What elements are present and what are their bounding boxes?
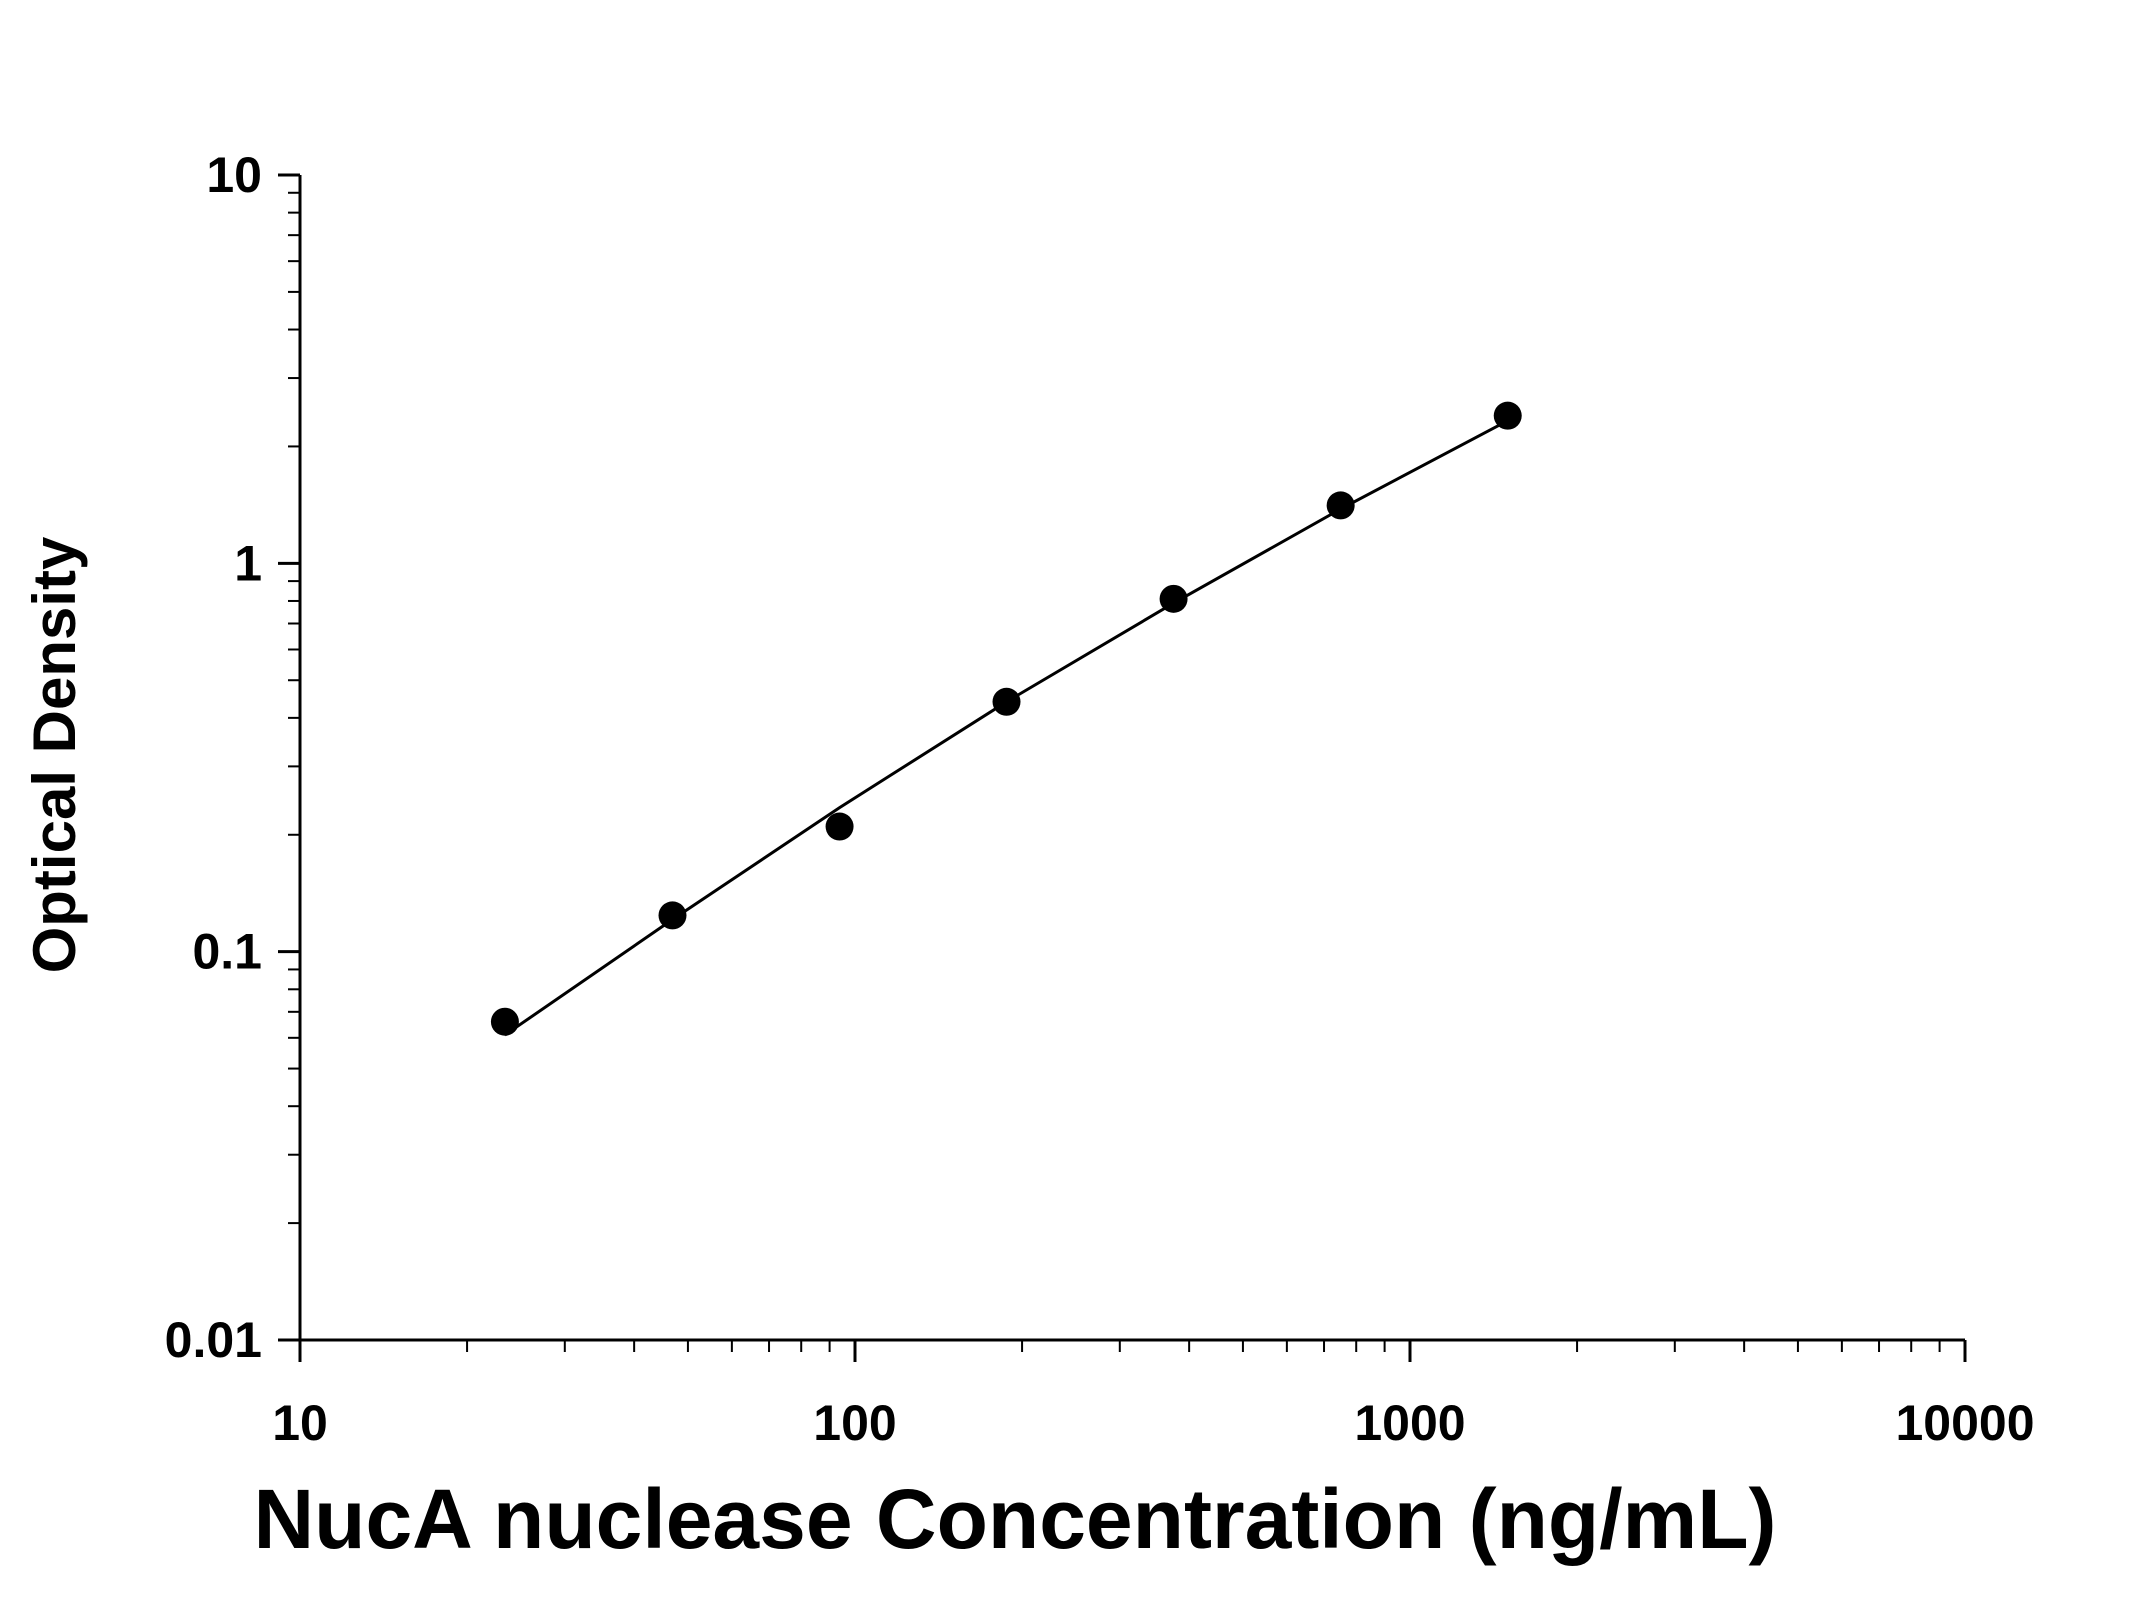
x-axis-title: NucA nuclease Concentration (ng/mL) — [253, 1472, 1776, 1566]
y-tick-label: 10 — [206, 147, 262, 203]
data-point — [490, 1007, 519, 1036]
y-tick-label: 0.1 — [192, 924, 262, 980]
data-point — [825, 812, 854, 841]
x-tick-label: 1000 — [1354, 1395, 1465, 1451]
x-tick-label: 100 — [813, 1395, 896, 1451]
x-tick-label: 10000 — [1895, 1395, 2034, 1451]
y-tick-label: 0.01 — [165, 1312, 262, 1368]
data-point — [658, 901, 687, 930]
axis-ticks — [278, 173, 1967, 1362]
y-axis-title: Optical Density — [21, 536, 88, 973]
data-point — [1493, 401, 1522, 430]
x-tick-label: 10 — [272, 1395, 328, 1451]
data-point — [992, 687, 1021, 716]
data-point — [1159, 584, 1188, 613]
axis-tick-labels: 10 100 1000 10000 0.01 0.1 1 10 — [165, 147, 2035, 1451]
y-tick-label: 1 — [234, 535, 262, 591]
data-point — [1326, 491, 1355, 520]
data-points — [490, 401, 1522, 1036]
axes — [298, 175, 1965, 1342]
